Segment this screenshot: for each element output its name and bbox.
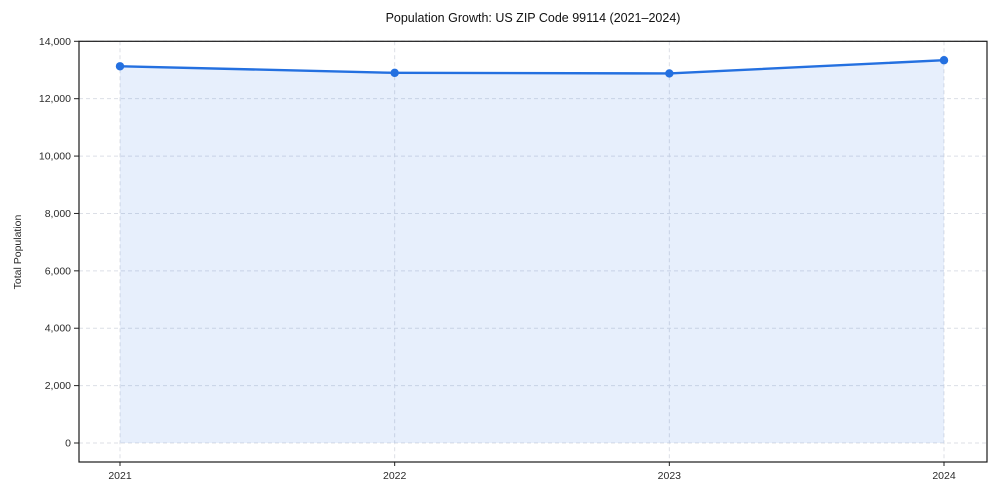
x-tick-label: 2023 (658, 470, 682, 482)
data-point-2022 (390, 68, 399, 78)
y-tick-label: 12,000 (39, 93, 71, 105)
x-tick-label: 2024 (932, 470, 956, 482)
y-tick-label: 2,000 (45, 380, 71, 392)
y-tick-label: 4,000 (45, 323, 71, 335)
x-tick-label: 2022 (383, 470, 407, 482)
y-tick-label: 10,000 (39, 151, 71, 163)
data-point-2023 (665, 69, 674, 78)
chart-title: Population Growth: US ZIP Code 99114 (20… (385, 11, 681, 25)
y-tick-label: 6,000 (45, 265, 71, 277)
data-point-2024 (939, 56, 949, 65)
series-line (118, 59, 946, 75)
plot-border (78, 40, 988, 463)
x-tick-label: 2021 (108, 470, 132, 482)
data-point-2021 (115, 62, 125, 71)
y-tick-label: 8,000 (45, 208, 71, 220)
y-axis-label: Total Population (12, 214, 24, 290)
y-tick-label: 14,000 (39, 36, 71, 48)
area-fill (120, 60, 944, 444)
y-tick-label: 0 (65, 438, 71, 450)
